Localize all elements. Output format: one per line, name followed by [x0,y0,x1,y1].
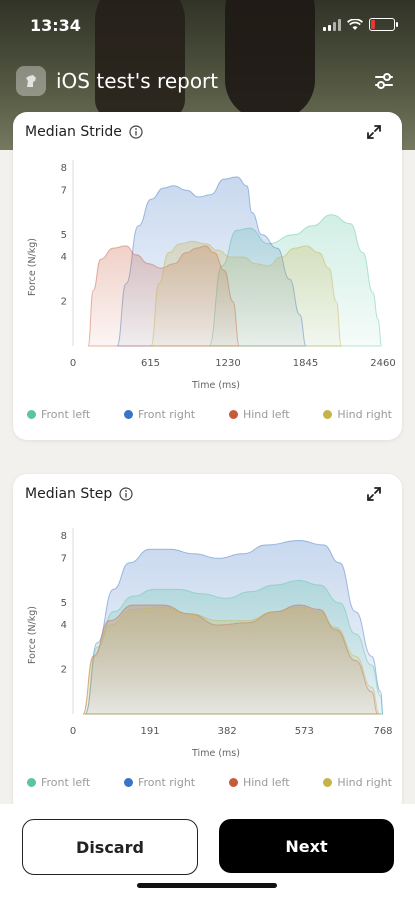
legend-item: Hind left [228,776,290,789]
stride-force-chart: 2 4 5 7 8 0 615 1230 1845 2460 Time (ms) Force (N/k… [27,160,396,391]
y-tick-label: 7 [61,553,67,564]
y-tick-label: 4 [61,620,67,631]
legend-label: Hind left [242,776,290,789]
y-tick-label: 4 [61,252,67,263]
legend-item: Front right [123,776,196,789]
median-stride-card: Median Stride 2 4 5 7 8 0 615 1230 1845 2460 Time … [13,112,402,440]
y-tick-label: 8 [61,163,67,174]
y-tick-label: 7 [61,185,67,196]
x-tick-label: 615 [141,358,160,369]
legend-item: Hind left [228,408,290,421]
bottom-action-bar: Discard Next [0,804,415,900]
x-tick-label: 1230 [215,358,240,369]
legend-label: Front left [41,408,91,421]
x-tick-label: 1845 [293,358,318,369]
x-axis-label: Time (ms) [191,380,240,391]
expand-icon[interactable] [366,124,382,140]
horse-silhouette [225,0,315,120]
wifi-icon [347,18,363,30]
info-icon[interactable] [129,125,143,139]
chart-title: Median Step [25,486,133,502]
x-tick-label: 573 [295,726,314,737]
x-tick-label: 768 [373,726,392,737]
info-icon[interactable] [119,487,133,501]
chart-title: Median Stride [25,124,143,140]
x-tick-label: 0 [70,358,76,369]
y-tick-label: 8 [61,531,67,542]
legend-label: Hind left [242,408,290,421]
x-axis-label: Time (ms) [191,748,240,759]
battery-low-icon [369,18,398,31]
filter-settings-button[interactable] [369,66,399,96]
cellular-signal-icon [323,18,341,31]
page-title: iOS test's report [56,69,219,93]
legend-label: Front right [137,408,196,421]
horse-head-icon [26,75,36,87]
report-header: iOS test's report [16,64,399,98]
home-indicator [137,883,277,888]
discard-button[interactable]: Discard [22,819,198,875]
series-area-hind-right [82,606,381,715]
y-axis-label: Force (N/kg) [27,238,38,296]
legend-item: Front right [123,408,196,421]
status-bar: 13:34 [0,0,415,50]
status-time: 13:34 [30,16,81,35]
status-icons [323,18,398,31]
x-tick-label: 0 [70,726,76,737]
y-tick-label: 2 [61,665,67,676]
chart-legend: Front left Front right Hind left Hind ri… [27,408,392,421]
horse-avatar[interactable] [16,66,46,96]
legend-item: Hind right [323,408,392,421]
legend-label: Hind right [337,776,392,789]
horse-silhouette [95,0,185,120]
x-tick-label: 382 [218,726,237,737]
step-force-chart: 2 4 5 7 8 0 191 382 573 768 Time (ms) Force (N/kg) [27,528,393,759]
chart-title-text: Median Step [25,486,113,502]
legend-label: Front right [137,776,196,789]
y-tick-label: 5 [61,598,67,609]
expand-icon[interactable] [366,486,382,502]
median-step-card: Median Step 2 4 5 7 8 0 191 382 573 768 Time (ms) F… [13,474,402,814]
legend-label: Front left [41,776,91,789]
y-axis-label: Force (N/kg) [27,606,38,664]
x-tick-label: 191 [141,726,160,737]
series-area-hind-right [150,240,342,347]
chart-title-text: Median Stride [25,124,122,140]
legend-item: Front left [27,776,90,789]
x-tick-label: 2460 [370,358,395,369]
y-tick-label: 2 [61,297,67,308]
sliders-icon [375,73,393,89]
chart-legend: Front left Front right Hind left Hind ri… [27,776,392,789]
legend-label: Hind right [337,408,392,421]
legend-item: Hind right [323,776,392,789]
legend-item: Front left [27,408,90,421]
next-button[interactable]: Next [219,819,394,873]
y-tick-label: 5 [61,230,67,241]
